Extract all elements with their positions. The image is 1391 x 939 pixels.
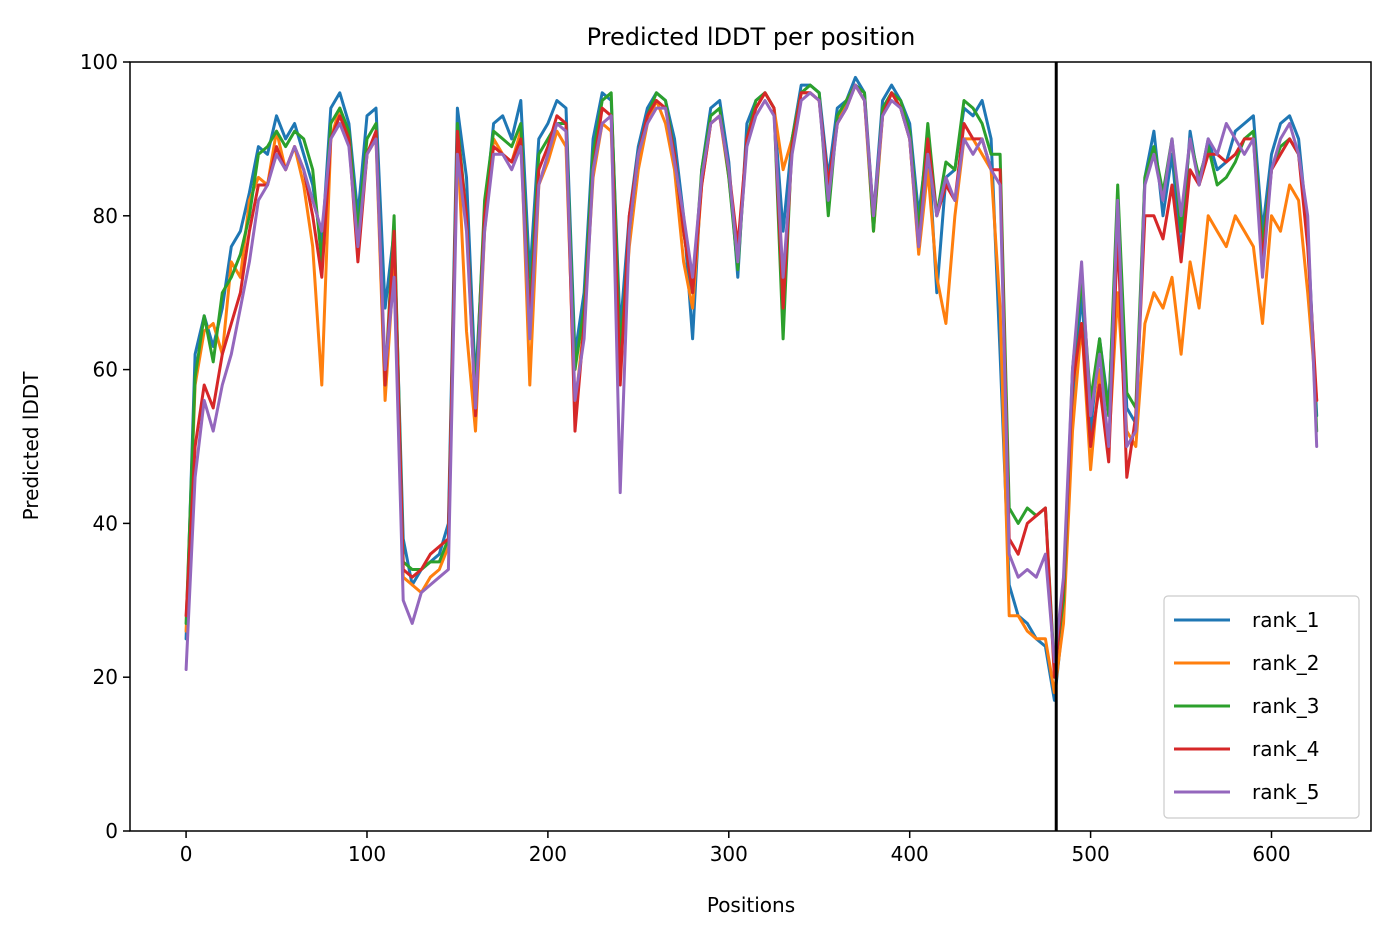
plot-frame [129, 61, 1372, 832]
chart-title: Predicted lDDT per position [587, 23, 916, 51]
legend-label-rank-2: rank_2 [1252, 651, 1319, 675]
y-tick-label: 0 [105, 819, 118, 843]
series-line-rank-4 [184, 83, 1319, 679]
x-tick-label: 100 [348, 842, 386, 866]
y-tick-label: 40 [93, 511, 118, 535]
x-tick-label: 200 [529, 842, 567, 866]
legend-items: rank_1 rank_2 rank_3 rank_4 rank_5 [1174, 608, 1319, 804]
x-tick-label: 300 [710, 842, 748, 866]
y-tick-label: 80 [93, 204, 118, 228]
y-axis-ticks: 0 20 40 60 80 100 [80, 50, 130, 843]
series-line-rank-5 [184, 83, 1319, 671]
legend-label-rank-4: rank_4 [1252, 737, 1319, 761]
legend: rank_1 rank_2 rank_3 rank_4 rank_5 [1163, 595, 1360, 819]
x-tick-label: 400 [891, 842, 929, 866]
legend-box [1163, 595, 1360, 819]
x-axis-label: Positions [707, 893, 795, 917]
legend-label-rank-5: rank_5 [1252, 780, 1319, 804]
x-tick-label: 0 [180, 842, 193, 866]
y-tick-label: 100 [80, 50, 118, 74]
legend-label-rank-3: rank_3 [1252, 694, 1319, 718]
x-tick-label: 500 [1072, 842, 1110, 866]
y-tick-label: 60 [93, 358, 118, 382]
series-layer [184, 75, 1319, 702]
y-tick-label: 20 [93, 665, 118, 689]
y-axis-label: Predicted lDDT [19, 371, 43, 521]
series-line-rank-1 [184, 75, 1319, 702]
x-axis-ticks: 0 100 200 300 400 500 600 [180, 831, 1291, 866]
legend-label-rank-1: rank_1 [1252, 608, 1319, 632]
x-tick-label: 600 [1252, 842, 1290, 866]
